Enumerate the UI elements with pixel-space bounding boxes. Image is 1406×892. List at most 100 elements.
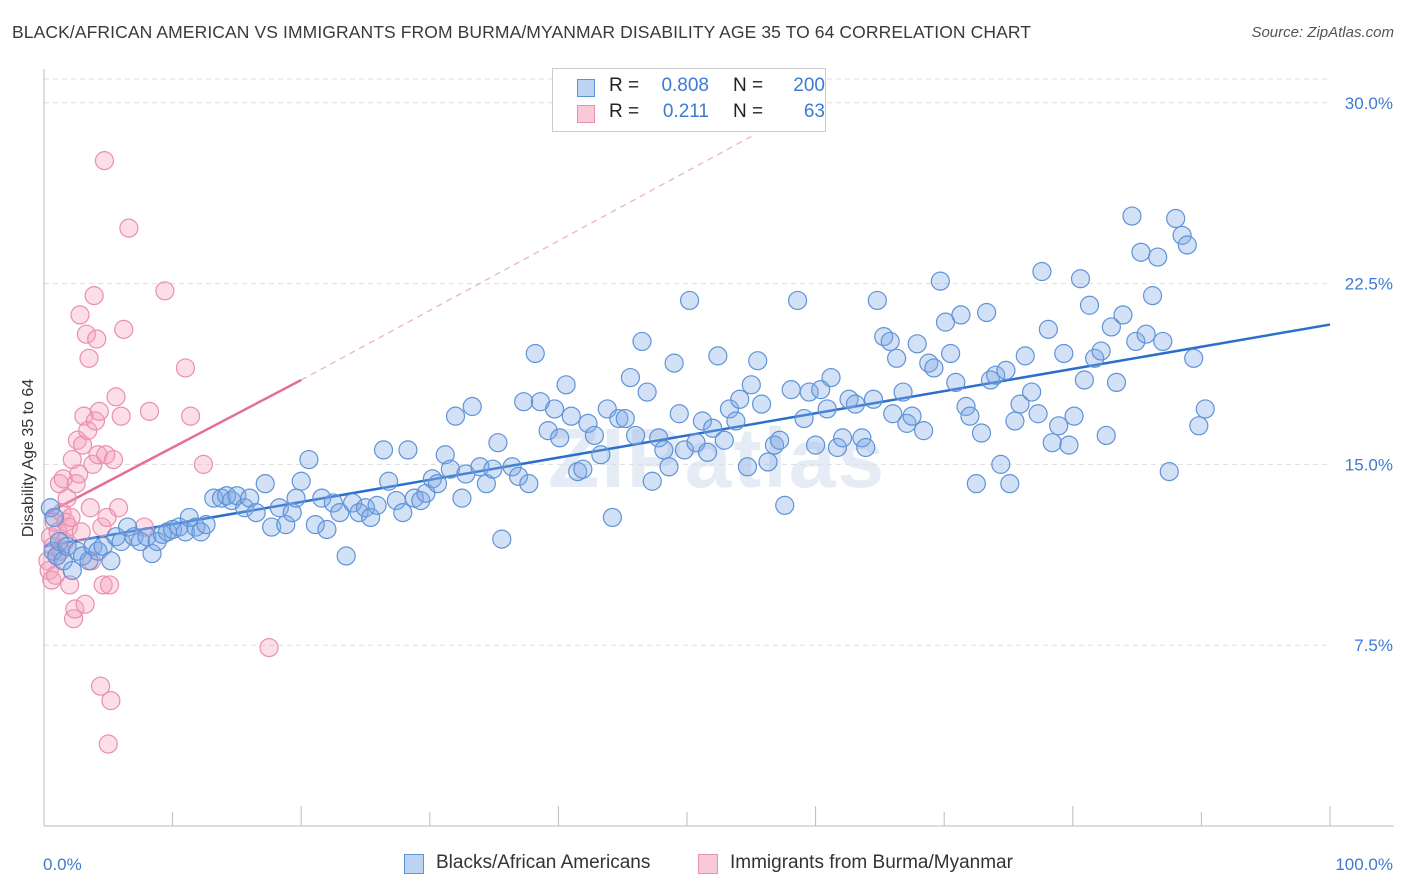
pink-data-point xyxy=(48,522,68,542)
blue-data-point xyxy=(101,551,121,571)
blue-data-point xyxy=(1010,394,1030,414)
blue-data-point xyxy=(435,445,455,465)
blue-data-point xyxy=(883,404,903,424)
legend-label-blacks: Blacks/African Americans xyxy=(436,852,651,873)
blue-data-point xyxy=(255,474,275,494)
n-label: N = xyxy=(733,101,764,122)
r-label: R = xyxy=(609,75,640,96)
blue-data-point xyxy=(343,493,363,513)
blue-data-point xyxy=(483,459,503,479)
blue-data-point xyxy=(787,290,808,311)
blue-data-point xyxy=(977,302,997,323)
blue-data-point xyxy=(175,522,196,542)
blue-data-point xyxy=(196,515,216,535)
blue-data-point xyxy=(40,498,61,518)
pink-data-point xyxy=(88,445,108,465)
blue-data-point xyxy=(692,411,713,431)
blue-data-point xyxy=(620,367,641,388)
blue-data-point xyxy=(679,290,700,311)
blue-data-point xyxy=(282,502,302,523)
blue-data-point xyxy=(323,493,343,513)
pink-data-point xyxy=(101,691,121,711)
source-label: Source: ZipAtlas.com xyxy=(1251,24,1394,41)
chart-title: BLACK/AFRICAN AMERICAN VS IMMIGRANTS FRO… xyxy=(12,22,1032,42)
blue-data-point xyxy=(730,389,750,409)
pink-trend-line xyxy=(43,378,302,517)
blue-data-point xyxy=(1049,416,1069,436)
blue-data-point xyxy=(440,459,460,479)
blue-data-point xyxy=(960,406,980,426)
pink-data-point xyxy=(78,421,98,441)
pink-data-point xyxy=(106,387,126,407)
pink-data-point xyxy=(72,435,93,455)
blue-data-point xyxy=(152,524,172,544)
blue-data-point xyxy=(508,466,529,487)
blue-data-point xyxy=(519,474,539,494)
blue-data-point xyxy=(625,425,646,446)
pink-series-points xyxy=(38,151,279,754)
blue-data-point xyxy=(355,498,376,518)
blue-trend-line xyxy=(43,323,1331,548)
blue-data-point xyxy=(1113,305,1133,325)
blue-data-point xyxy=(330,502,350,523)
pink-data-point xyxy=(76,324,97,344)
x-tick-label: 0.0% xyxy=(43,855,82,874)
blue-data-point xyxy=(1148,247,1168,267)
pink-data-point xyxy=(60,575,80,595)
n-label: N = xyxy=(733,75,764,96)
legend-label-burma: Immigrants from Burma/Myanmar xyxy=(730,852,1013,873)
blue-data-point xyxy=(591,445,611,465)
pink-data-point xyxy=(193,454,214,474)
blue-data-point xyxy=(708,346,728,366)
blue-data-point xyxy=(1074,370,1094,390)
y-tick-label: 30.0% xyxy=(1345,94,1393,113)
pink-data-point xyxy=(79,348,99,368)
blue-data-point xyxy=(615,408,635,429)
blue-data-point xyxy=(544,399,565,419)
blue-data-point xyxy=(741,375,761,395)
r-label: R = xyxy=(609,101,640,122)
blue-data-point xyxy=(775,495,795,515)
blue-data-point xyxy=(361,507,381,528)
x-tick-label: 100.0% xyxy=(1335,855,1393,874)
blue-data-point xyxy=(799,382,819,402)
blue-data-point xyxy=(827,437,848,458)
blue-data-point xyxy=(299,449,319,470)
blue-data-point xyxy=(986,365,1006,385)
blue-data-point xyxy=(1054,343,1074,364)
pink-data-point xyxy=(259,637,279,658)
blue-data-point xyxy=(781,380,801,400)
blue-data-point xyxy=(373,440,394,460)
pink-r-value: 0.211 xyxy=(662,101,709,122)
blue-data-point xyxy=(845,394,866,414)
blue-data-point xyxy=(1177,235,1197,255)
blue-data-point xyxy=(393,502,413,523)
blue-data-point xyxy=(602,507,623,528)
blue-data-point xyxy=(609,408,629,429)
blue-data-point xyxy=(996,360,1016,380)
blue-data-point xyxy=(924,358,944,378)
blue-data-point xyxy=(573,459,593,479)
blue-data-point xyxy=(637,382,657,402)
blue-data-point xyxy=(379,471,399,491)
blue-data-point xyxy=(235,498,255,518)
blue-data-point xyxy=(1015,346,1035,366)
blue-data-point xyxy=(1153,331,1173,352)
trend-lines xyxy=(43,135,1331,548)
pink-data-point xyxy=(111,406,131,426)
blue-data-point xyxy=(817,399,837,419)
blue-data-point xyxy=(669,404,689,424)
blue-data-point xyxy=(833,428,853,448)
blue-data-point xyxy=(703,418,723,438)
blue-data-point xyxy=(312,488,332,508)
pink-data-point xyxy=(98,734,118,754)
blue-data-point xyxy=(971,423,992,443)
y-tick-label: 15.0% xyxy=(1345,455,1393,474)
blue-data-point xyxy=(525,343,545,364)
blue-data-point xyxy=(659,457,679,477)
pink-data-point xyxy=(75,594,95,614)
blue-data-point xyxy=(632,331,652,352)
pink-swatch xyxy=(698,854,718,874)
pink-data-point xyxy=(53,469,73,489)
pink-data-point xyxy=(69,464,89,484)
